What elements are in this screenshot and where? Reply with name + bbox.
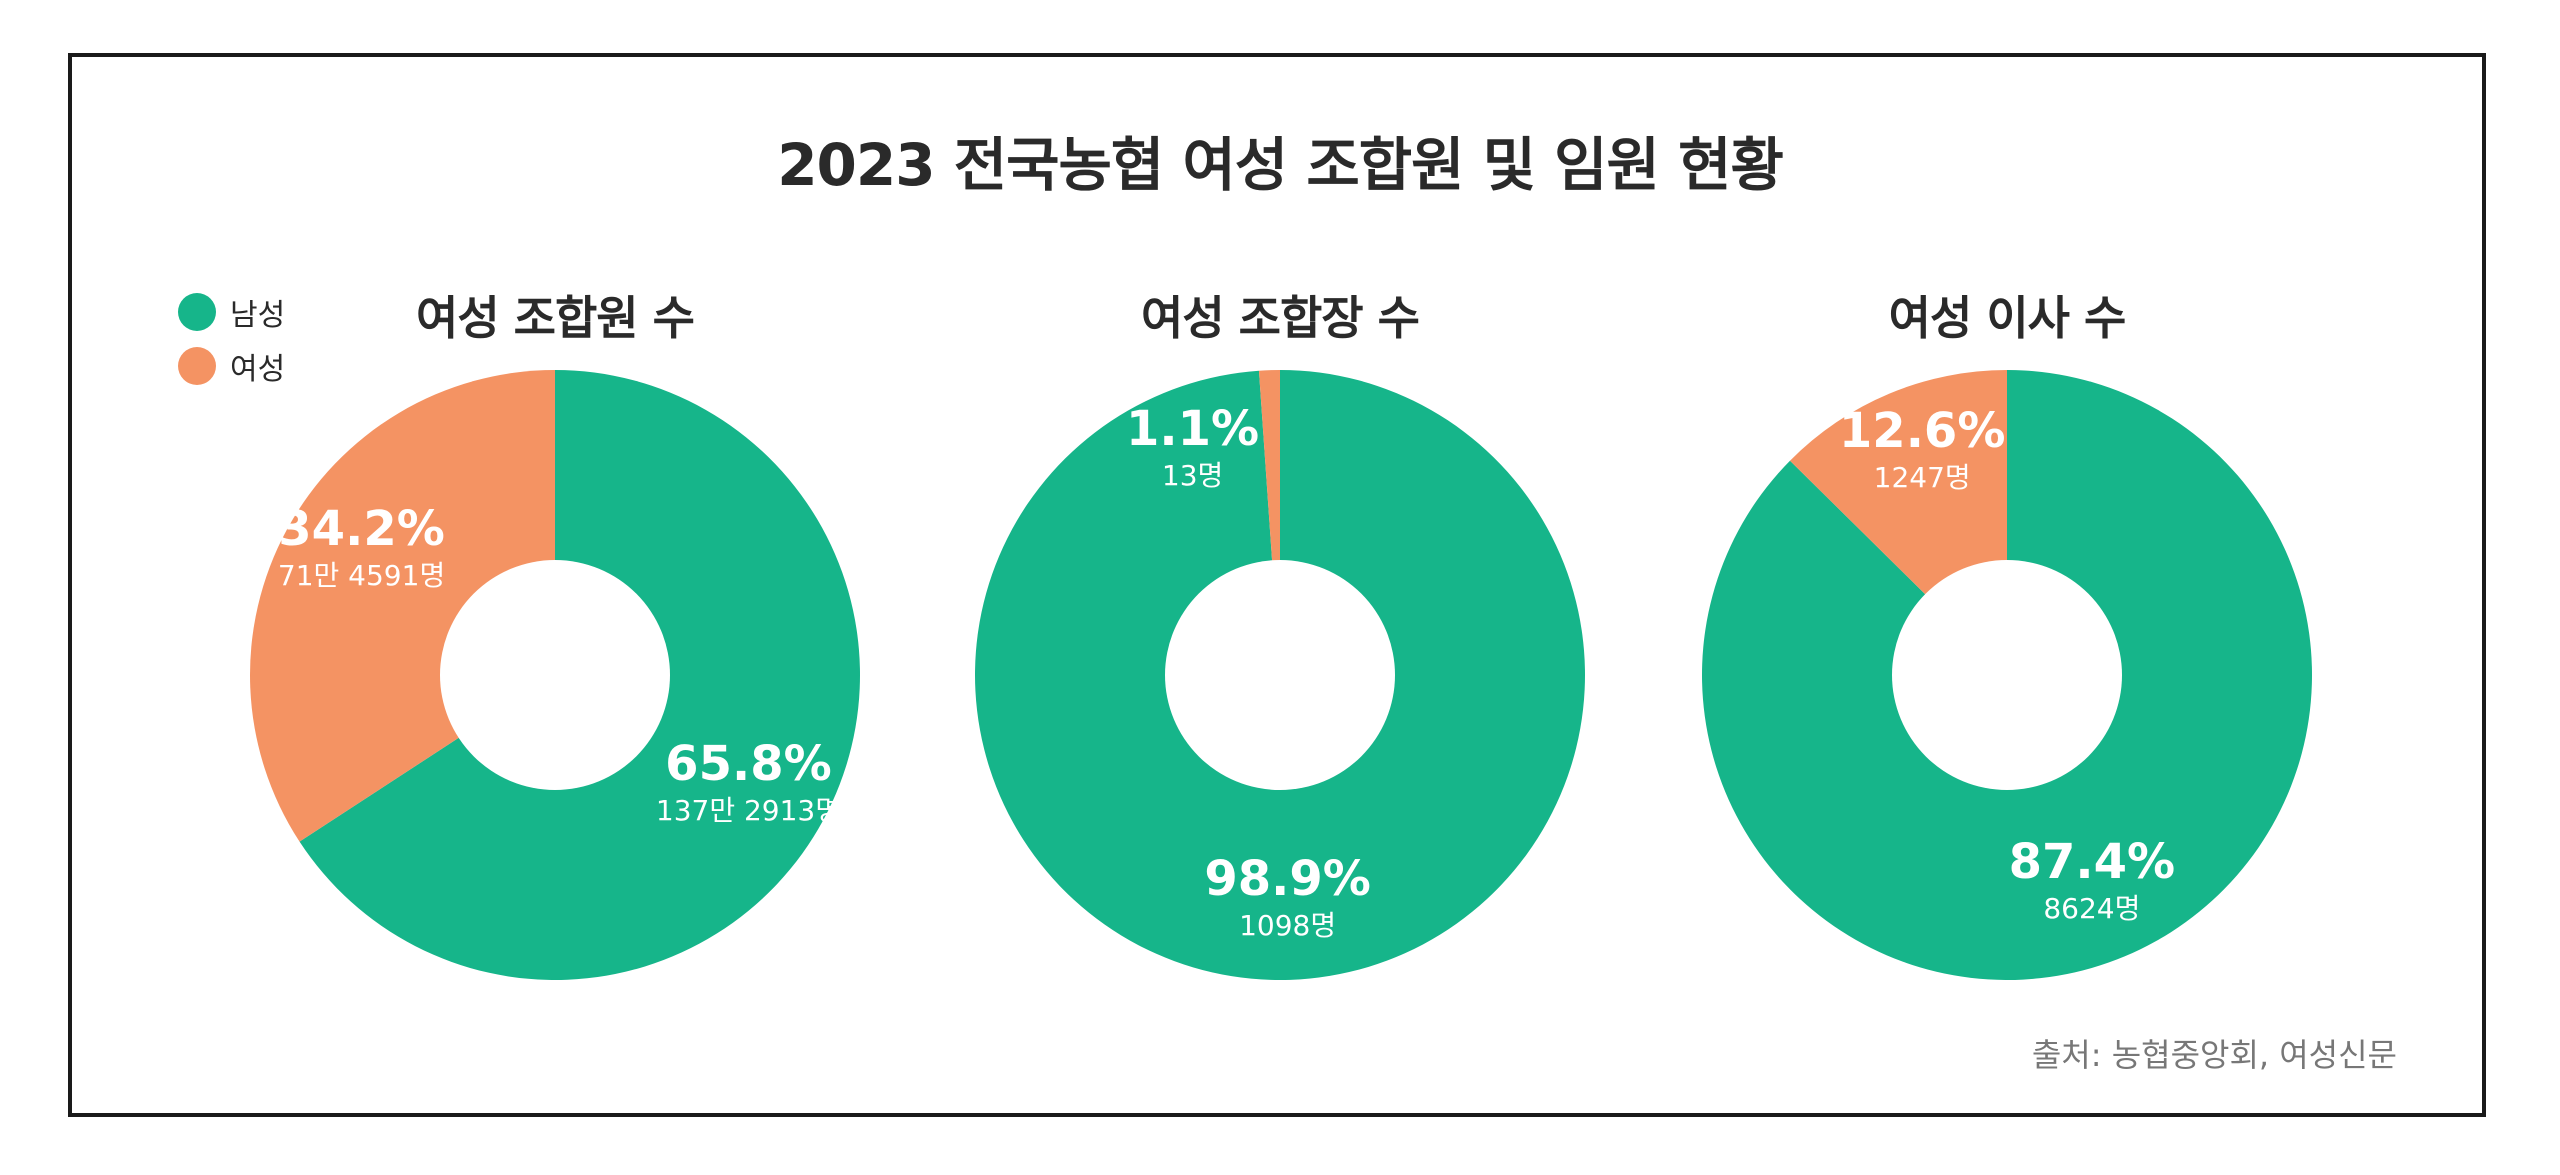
donut-hole-members — [440, 560, 670, 790]
label-count-members-male: 137만 2913명 — [656, 794, 841, 827]
label-percent-presidents-female: 1.1% — [1126, 401, 1259, 457]
chart-title-directors: 여성 이사 수 — [1888, 291, 2127, 345]
legend-swatch-female — [178, 347, 216, 385]
label-count-members-female: 71만 4591명 — [278, 559, 445, 592]
chart-title-presidents: 여성 조합장 수 — [1141, 291, 1420, 345]
donut-hole-directors — [1892, 560, 2122, 790]
page-title: 2023 전국농협 여성 조합원 및 임원 현황 — [777, 131, 1784, 199]
chart-title-members: 여성 조합원 수 — [416, 291, 695, 345]
label-percent-presidents-male: 98.9% — [1204, 851, 1371, 907]
label-percent-members-male: 65.8% — [665, 736, 832, 792]
source-note: 출처: 농협중앙회, 여성신문 — [2031, 1036, 2397, 1074]
label-count-directors-female: 1247명 — [1874, 461, 1971, 494]
legend-label-female: 여성 — [230, 352, 286, 387]
legend-item-male: 남성 — [178, 285, 285, 339]
label-percent-directors-male: 87.4% — [2009, 834, 2176, 890]
label-count-directors-male: 8624명 — [2043, 892, 2140, 925]
legend-swatch-male — [178, 293, 216, 331]
legend: 남성 여성 — [178, 285, 285, 393]
label-count-presidents-female: 13명 — [1162, 459, 1223, 492]
legend-label-male: 남성 — [230, 298, 286, 333]
label-count-presidents-male: 1098명 — [1239, 909, 1336, 942]
donut-hole-presidents — [1165, 560, 1395, 790]
label-percent-directors-female: 12.6% — [1839, 403, 2006, 459]
legend-item-female: 여성 — [178, 339, 285, 393]
label-percent-members-female: 34.2% — [278, 501, 445, 557]
